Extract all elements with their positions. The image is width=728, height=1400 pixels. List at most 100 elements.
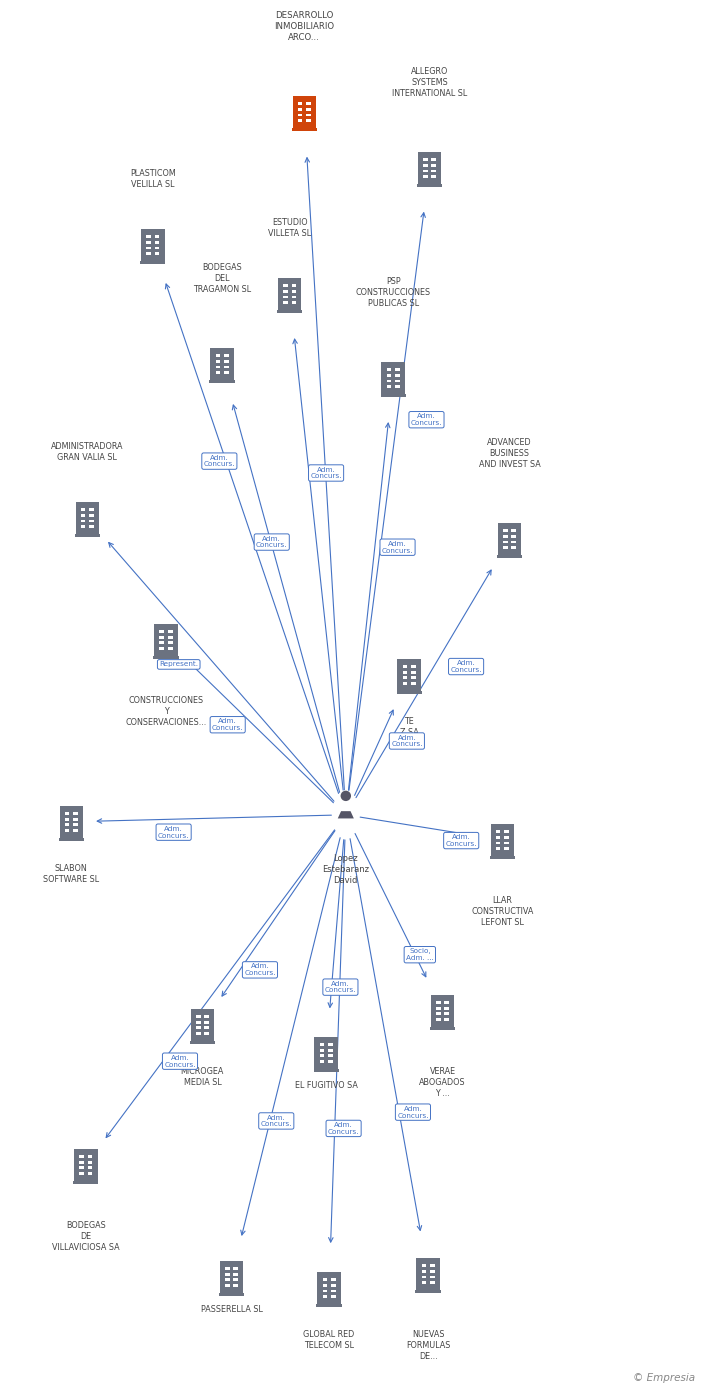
Bar — [432, 175, 436, 178]
Bar — [65, 829, 69, 832]
Bar — [75, 533, 100, 536]
Bar — [395, 385, 400, 388]
Bar — [503, 540, 507, 543]
Bar — [88, 1155, 92, 1158]
Bar — [215, 354, 220, 357]
Text: Adm.
Concurs.: Adm. Concurs. — [391, 735, 423, 748]
Bar — [445, 1001, 449, 1004]
Bar — [331, 1289, 336, 1292]
Bar — [90, 508, 94, 511]
Bar — [411, 671, 416, 673]
Bar — [225, 1284, 229, 1287]
Text: BODEGAS
DE
VILLAVICIOSA SA: BODEGAS DE VILLAVICIOSA SA — [52, 1221, 119, 1252]
Bar — [512, 546, 516, 549]
Bar — [205, 1015, 209, 1018]
Bar — [512, 540, 516, 543]
Bar — [395, 368, 400, 371]
Bar — [306, 113, 311, 116]
FancyBboxPatch shape — [220, 1261, 243, 1292]
Bar — [505, 847, 509, 850]
Ellipse shape — [341, 791, 351, 801]
FancyBboxPatch shape — [141, 230, 165, 260]
Bar — [496, 847, 500, 850]
Bar — [215, 365, 220, 368]
Bar — [190, 1040, 215, 1043]
Bar — [79, 1166, 84, 1169]
Bar — [320, 1043, 324, 1046]
Bar — [395, 379, 400, 382]
Text: © Empresia: © Empresia — [633, 1373, 695, 1383]
Bar — [234, 1267, 238, 1270]
Bar — [168, 641, 173, 644]
Bar — [445, 1007, 449, 1009]
Bar — [155, 252, 159, 255]
Bar — [224, 354, 229, 357]
Bar — [430, 1275, 435, 1278]
Text: PSP
CONSTRUCCIONES
PUBLICAS SL: PSP CONSTRUCCIONES PUBLICAS SL — [355, 277, 431, 308]
Text: Adm.
Concurs.: Adm. Concurs. — [256, 536, 288, 549]
Bar — [155, 235, 159, 238]
Bar — [88, 1161, 92, 1163]
Bar — [168, 636, 173, 638]
Bar — [432, 158, 436, 161]
Text: Adm.
Concurs.: Adm. Concurs. — [397, 1106, 429, 1119]
Text: Adm.
Concurs.: Adm. Concurs. — [204, 455, 235, 468]
Bar — [225, 1278, 229, 1281]
Bar — [416, 1289, 440, 1292]
FancyBboxPatch shape — [278, 279, 301, 309]
Text: LLAR
CONSTRUCTIVA
LEFONT SL: LLAR CONSTRUCTIVA LEFONT SL — [471, 896, 534, 927]
Bar — [74, 823, 78, 826]
Bar — [146, 246, 151, 249]
Bar — [168, 630, 173, 633]
Text: SLABON
SOFTWARE SL: SLABON SOFTWARE SL — [43, 864, 100, 883]
Bar — [306, 108, 311, 111]
Bar — [436, 1007, 440, 1009]
Bar — [512, 529, 516, 532]
Bar — [403, 676, 407, 679]
Bar — [196, 1032, 200, 1035]
Bar — [292, 295, 296, 298]
Bar — [306, 119, 311, 122]
Bar — [430, 1270, 435, 1273]
Bar — [411, 665, 416, 668]
Text: Adm.
Concurs.: Adm. Concurs. — [325, 981, 356, 994]
Text: Adm.
Concurs.: Adm. Concurs. — [411, 413, 442, 426]
Bar — [81, 508, 85, 511]
Text: PLASTICOM
VELILLA SL: PLASTICOM VELILLA SL — [130, 169, 175, 189]
Bar — [503, 529, 507, 532]
Bar — [81, 519, 85, 522]
Bar — [331, 1284, 336, 1287]
Bar — [205, 1032, 209, 1035]
Bar — [205, 1026, 209, 1029]
Bar — [445, 1018, 449, 1021]
Text: ADMINISTRADORA
GRAN VALIA SL: ADMINISTRADORA GRAN VALIA SL — [51, 442, 124, 462]
Bar — [159, 647, 164, 650]
Bar — [436, 1018, 440, 1021]
Bar — [59, 837, 84, 840]
Text: Adm.
Concurs.: Adm. Concurs. — [158, 826, 189, 839]
Bar — [422, 1264, 426, 1267]
Bar — [90, 519, 94, 522]
Text: Adm.
Concurs.: Adm. Concurs. — [451, 661, 482, 673]
Bar — [159, 641, 164, 644]
Text: DESARROLLO
INMOBILIARIO
ARCO...: DESARROLLO INMOBILIARIO ARCO... — [274, 11, 334, 42]
Text: MICROGEA
MEDIA SL: MICROGEA MEDIA SL — [181, 1067, 224, 1086]
Bar — [422, 1275, 426, 1278]
Bar — [331, 1295, 336, 1298]
Bar — [234, 1284, 238, 1287]
FancyBboxPatch shape — [397, 659, 421, 690]
Bar — [277, 309, 302, 312]
Bar — [331, 1278, 336, 1281]
Bar — [411, 682, 416, 685]
Bar — [159, 630, 164, 633]
Bar — [283, 284, 288, 287]
Bar — [283, 301, 288, 304]
Bar — [436, 1012, 440, 1015]
Bar — [320, 1049, 324, 1051]
Bar — [317, 1303, 341, 1306]
Bar — [320, 1060, 324, 1063]
Bar — [397, 690, 422, 693]
Bar — [403, 682, 407, 685]
Bar — [430, 1026, 455, 1029]
FancyBboxPatch shape — [191, 1009, 214, 1040]
